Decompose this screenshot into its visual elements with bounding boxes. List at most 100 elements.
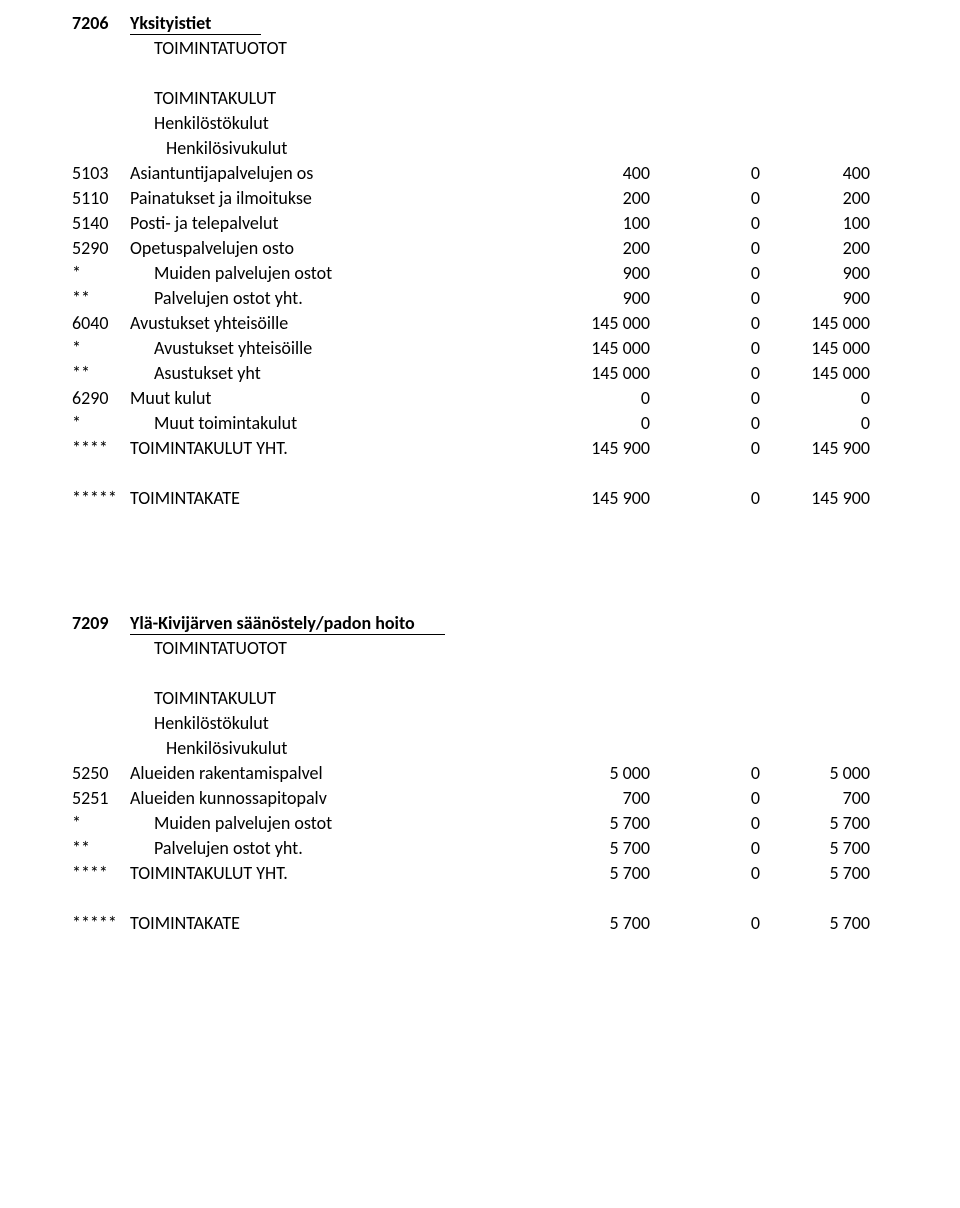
row-value: 200 [540,187,650,209]
section1-sub4-row: Henkilösivukulut [72,137,870,162]
row-value: 0 [650,837,760,859]
table-row: 5103Asiantuntijapalvelujen os4000400 [72,162,870,187]
row-value: 900 [760,287,870,309]
row-value: 5 000 [540,762,650,784]
section2-footer-row: ***** TOIMINTAKATE 5 700 0 5 700 [72,912,870,937]
section2-footer-label: TOIMINTAKATE [130,912,540,934]
row-label: Alueiden rakentamispalvel [130,762,540,784]
row-value: 200 [760,237,870,259]
table-row: 6040Avustukset yhteisöille145 0000145 00… [72,312,870,337]
section1-footer-v3: 145 900 [760,487,870,509]
row-code: ** [72,837,130,859]
table-row: ****TOIMINTAKULUT YHT.5 70005 700 [72,862,870,887]
row-value: 0 [540,387,650,409]
row-label: Muiden palvelujen ostot [130,812,540,834]
section2-sub2: TOIMINTAKULUT [130,687,540,709]
row-value: 5 700 [540,812,650,834]
row-value: 900 [540,287,650,309]
row-value: 400 [540,162,650,184]
section1-footer-label: TOIMINTAKATE [130,487,540,509]
row-value: 200 [760,187,870,209]
row-value: 145 000 [760,337,870,359]
row-label: Palvelujen ostot yht. [130,287,540,309]
row-code: **** [72,862,130,884]
row-value: 400 [760,162,870,184]
row-value: 5 700 [540,837,650,859]
row-value: 100 [760,212,870,234]
row-code: 5251 [72,787,130,809]
row-value: 0 [650,762,760,784]
row-value: 5 700 [540,862,650,884]
section1-header-row: 7206 Yksityistiet [72,12,870,37]
table-row: **Palvelujen ostot yht.9000900 [72,287,870,312]
table-row: *Avustukset yhteisöille145 0000145 000 [72,337,870,362]
section2-sub4-row: Henkilösivukulut [72,737,870,762]
row-value: 0 [650,212,760,234]
section2-title: Ylä-Kivijärven säänöstely/padon hoito [130,612,540,635]
table-row: 6290Muut kulut000 [72,387,870,412]
row-value: 200 [540,237,650,259]
row-value: 145 900 [760,437,870,459]
table-row: **Palvelujen ostot yht.5 70005 700 [72,837,870,862]
section2-footer-v3: 5 700 [760,912,870,934]
row-value: 0 [650,862,760,884]
row-code: * [72,812,130,834]
section2-footer-v2: 0 [650,912,760,934]
table-row: 5110Painatukset ja ilmoitukse2000200 [72,187,870,212]
section1-footer-v1: 145 900 [540,487,650,509]
row-value: 0 [650,437,760,459]
row-label: TOIMINTAKULUT YHT. [130,862,540,884]
row-value: 900 [540,262,650,284]
table-row: *Muiden palvelujen ostot5 70005 700 [72,812,870,837]
section2-sub3: Henkilöstökulut [130,712,540,734]
row-code: 6290 [72,387,130,409]
row-code: * [72,262,130,284]
row-label: TOIMINTAKULUT YHT. [130,437,540,459]
row-code: **** [72,437,130,459]
row-label: Muut kulut [130,387,540,409]
section1-sub2: TOIMINTAKULUT [130,87,540,109]
section2-header-row: 7209 Ylä-Kivijärven säänöstely/padon hoi… [72,612,870,637]
row-value: 100 [540,212,650,234]
table-row: 5251Alueiden kunnossapitopalv7000700 [72,787,870,812]
section2-rows: 5250Alueiden rakentamispalvel5 00005 000… [72,762,870,887]
section1-title: Yksityistiet [130,12,540,35]
row-label: Painatukset ja ilmoitukse [130,187,540,209]
section1-sub3: Henkilöstökulut [130,112,540,134]
section2-sub1-row: TOIMINTATUOTOT [72,637,870,662]
row-label: Muut toimintakulut [130,412,540,434]
section2-sub4: Henkilösivukulut [130,737,540,759]
section1-sub1: TOIMINTATUOTOT [130,37,540,59]
row-value: 0 [650,187,760,209]
document-page: 7206 Yksityistiet TOIMINTATUOTOT TOIMINT… [0,0,960,1208]
section1-sub3-row: Henkilöstökulut [72,112,870,137]
section2-sub1: TOIMINTATUOTOT [130,637,540,659]
section1-footer-code: ***** [72,487,130,509]
row-value: 0 [650,412,760,434]
row-code: ** [72,287,130,309]
row-value: 0 [650,387,760,409]
table-row: ****TOIMINTAKULUT YHT.145 9000145 900 [72,437,870,462]
table-row: 5250Alueiden rakentamispalvel5 00005 000 [72,762,870,787]
row-value: 145 000 [540,312,650,334]
row-label: Asiantuntijapalvelujen os [130,162,540,184]
section2-footer-code: ***** [72,912,130,934]
row-value: 0 [650,812,760,834]
section1-footer-row: ***** TOIMINTAKATE 145 900 0 145 900 [72,487,870,512]
row-label: Alueiden kunnossapitopalv [130,787,540,809]
row-code: 5250 [72,762,130,784]
section2-code: 7209 [72,612,130,634]
section1-sub1-row: TOIMINTATUOTOT [72,37,870,62]
row-value: 0 [650,287,760,309]
row-value: 700 [540,787,650,809]
row-value: 145 000 [760,362,870,384]
table-row: **Asustukset yht145 0000145 000 [72,362,870,387]
table-row: *Muut toimintakulut000 [72,412,870,437]
row-value: 145 000 [540,337,650,359]
section1-code: 7206 [72,12,130,34]
row-code: 5110 [72,187,130,209]
row-value: 5 700 [760,812,870,834]
row-code: * [72,412,130,434]
row-code: 6040 [72,312,130,334]
row-value: 900 [760,262,870,284]
